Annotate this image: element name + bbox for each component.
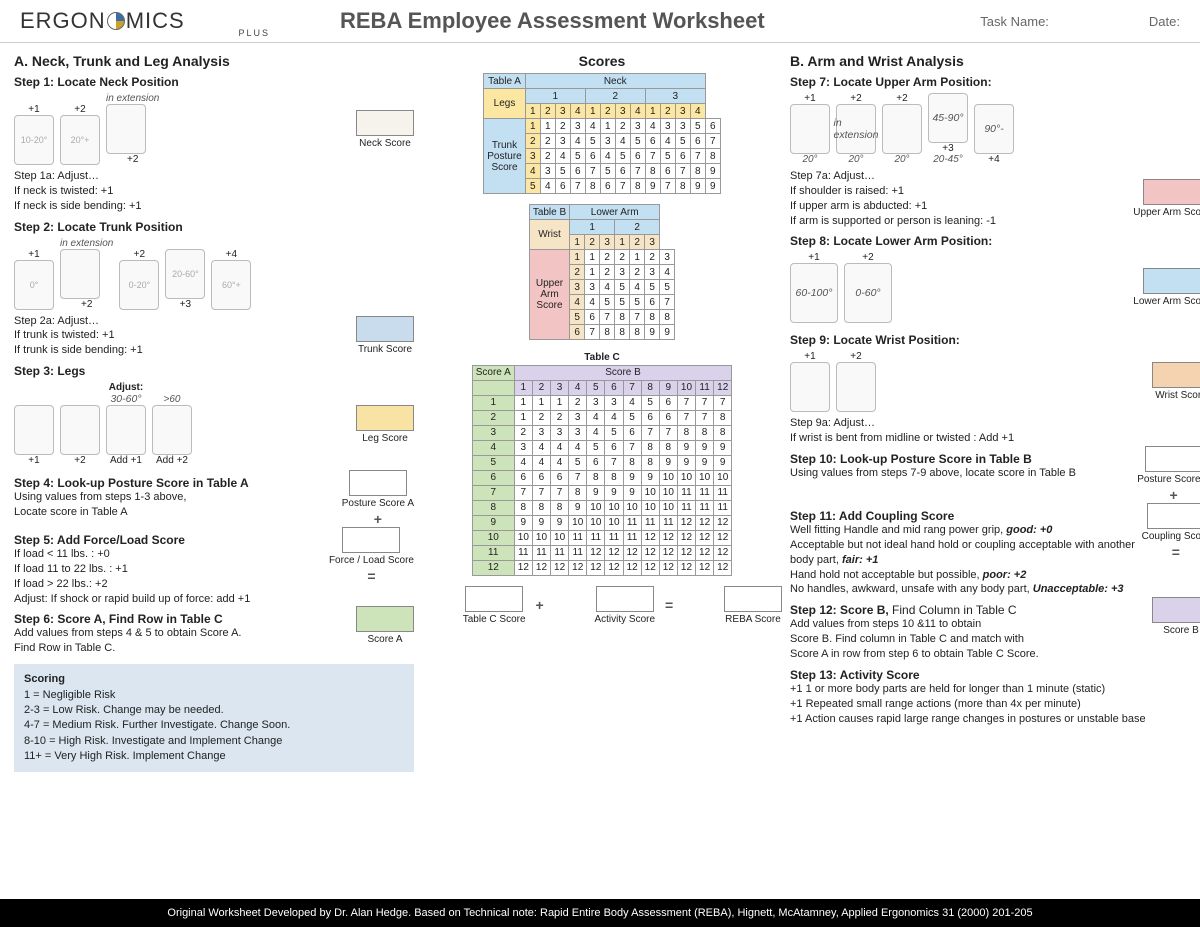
section-a-title: A. Neck, Trunk and Leg Analysis xyxy=(14,53,414,69)
task-label: Task Name: xyxy=(980,14,1049,29)
wrist-score-box[interactable] xyxy=(1152,362,1200,388)
step3-title: Step 3: Legs xyxy=(14,364,414,378)
neck-score-box[interactable] xyxy=(356,110,414,136)
s1-ext: in extension xyxy=(106,93,159,104)
header-meta: Task Name: Date: xyxy=(980,14,1180,29)
s1-v2: +2 xyxy=(106,154,159,165)
neck-score-label: Neck Score xyxy=(359,138,411,149)
scores-column: Scores Table ANeckLegs123123412341234Tru… xyxy=(422,53,782,772)
logo-left: ERGON xyxy=(20,8,106,34)
leg-score-box[interactable] xyxy=(356,405,414,431)
s1-adj-title: Step 1a: Adjust… xyxy=(14,169,414,184)
trunk-score-box[interactable] xyxy=(356,316,414,342)
table-c-score-box[interactable] xyxy=(465,586,523,612)
step2-title: Step 2: Locate Trunk Position xyxy=(14,220,414,234)
logo-right: MICS xyxy=(126,8,185,34)
table-b: Table BLower ArmWrist12123123Upper Arm S… xyxy=(422,204,782,340)
score-a-box[interactable] xyxy=(356,606,414,632)
posture-a-box[interactable] xyxy=(349,470,407,496)
score-b-box[interactable] xyxy=(1152,597,1200,623)
table-a: Table ANeckLegs123123412341234Trunk Post… xyxy=(422,73,782,194)
force-score-box[interactable] xyxy=(342,527,400,553)
page-title: REBA Employee Assessment Worksheet xyxy=(300,8,980,34)
s1-f1: 20°+ xyxy=(60,115,100,165)
coupling-score-box[interactable] xyxy=(1147,503,1200,529)
logo: ERGON MICS PLUS xyxy=(20,8,300,34)
step1-title: Step 1: Locate Neck Position xyxy=(14,75,414,89)
lower-arm-score-box[interactable] xyxy=(1143,268,1200,294)
section-b: B. Arm and Wrist Analysis Step 7: Locate… xyxy=(790,53,1200,772)
s1-v0: +1 xyxy=(14,104,54,115)
section-a: A. Neck, Trunk and Leg Analysis Step 1: … xyxy=(14,53,414,772)
s1-v1: +2 xyxy=(60,104,100,115)
s1-adj-0: If neck is twisted: +1 xyxy=(14,184,414,199)
date-label: Date: xyxy=(1149,14,1180,29)
s1-f2 xyxy=(106,104,146,154)
logo-sub: PLUS xyxy=(238,28,270,38)
upper-arm-score-box[interactable] xyxy=(1143,179,1200,205)
posture-b-box[interactable] xyxy=(1145,446,1200,472)
final-scores-row: Table C Score + Activity Score = REBA Sc… xyxy=(422,586,782,625)
table-c: Table CScore AScore B1234567891011121111… xyxy=(422,350,782,576)
activity-score-box[interactable] xyxy=(596,586,654,612)
scoring-legend: Scoring 1 = Negligible Risk 2-3 = Low Ri… xyxy=(14,664,414,772)
reba-score-box[interactable] xyxy=(724,586,782,612)
s1-f0: 10-20° xyxy=(14,115,54,165)
s1-adj-1: If neck is side bending: +1 xyxy=(14,199,414,214)
section-b-title: B. Arm and Wrist Analysis xyxy=(790,53,1200,69)
header-bar: ERGON MICS PLUS REBA Employee Assessment… xyxy=(0,0,1200,43)
logo-o-icon xyxy=(107,12,125,30)
footer: Original Worksheet Developed by Dr. Alan… xyxy=(0,899,1200,927)
scores-title: Scores xyxy=(422,53,782,69)
